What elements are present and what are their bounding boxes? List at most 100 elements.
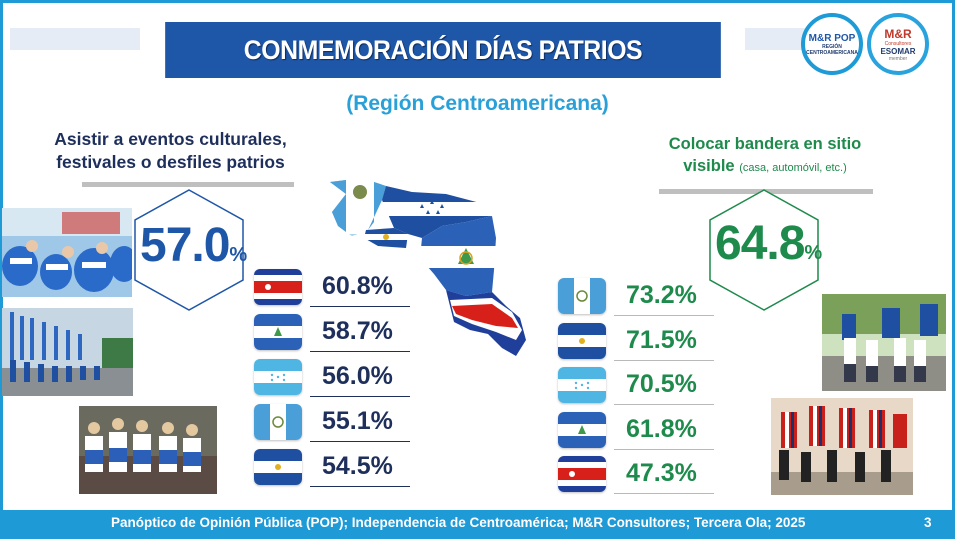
left-total-number: 57.0 — [140, 219, 230, 272]
row-underline — [614, 315, 714, 316]
central-america-flags-map — [330, 144, 526, 356]
parade-photo-1-image — [2, 208, 132, 297]
guatemala-flag-icon — [254, 404, 302, 440]
guatemala-flag-icon-graphic — [254, 404, 302, 440]
costa-rica-map-region — [446, 290, 526, 356]
parade-photo-3 — [79, 406, 217, 494]
footer-bar: Panóptico de Opinión Pública (POP); Inde… — [3, 510, 952, 536]
right-total-value: 64.8% — [715, 216, 822, 271]
parade-photo-2 — [2, 308, 133, 396]
left-country-value: 58.7% — [322, 317, 393, 345]
flag-march-photo — [822, 294, 946, 391]
guatemala-flag-icon — [558, 278, 606, 314]
costa-rica-parade-photo — [771, 398, 913, 495]
right-country-value: 70.5% — [626, 370, 697, 398]
left-country-row-nicaragua: 58.7% — [254, 311, 424, 353]
guatemala-map-region — [330, 144, 386, 236]
honduras-flag-icon — [558, 367, 606, 403]
right-panel-title: Colocar bandera en sitio visible (casa, … — [655, 133, 875, 179]
row-underline — [614, 404, 714, 405]
row-underline — [310, 306, 410, 307]
right-country-value: 47.3% — [626, 459, 697, 487]
flag-march-photo-image — [822, 294, 946, 391]
left-total-unit: % — [229, 244, 247, 266]
parade-photo-1 — [2, 208, 132, 297]
right-total-number: 64.8 — [715, 217, 805, 270]
page-subtitle: (Región Centroamericana) — [346, 92, 609, 115]
title-accent-left — [10, 28, 140, 50]
el-salvador-flag-icon-graphic — [254, 449, 302, 485]
title-accent-right — [745, 28, 805, 50]
footer-source: Panóptico de Opinión Pública (POP); Inde… — [111, 515, 806, 530]
right-country-row-nicaragua: 61.8% — [558, 409, 728, 451]
mr-consultores-logo: M&R Consultores ESOMAR member — [867, 13, 929, 75]
right-country-row-costa-rica: 47.3% — [558, 453, 728, 495]
left-title-line1: Asistir a eventos culturales, — [54, 129, 287, 149]
member-text: member — [888, 55, 908, 62]
pop-logo-main: M&R POP — [808, 32, 856, 44]
row-underline — [614, 448, 714, 450]
left-country-row-honduras: 56.0% — [254, 356, 424, 398]
hexagon-shape — [134, 189, 244, 311]
parade-photo-2-image — [2, 308, 133, 396]
hexagon-shape — [709, 189, 819, 311]
nicaragua-flag-icon — [558, 411, 606, 448]
pop-logo-sub2: CENTROAMERICANA — [806, 49, 858, 56]
left-country-row-guatemala: 55.1% — [254, 401, 424, 443]
left-country-row-el-salvador: 54.5% — [254, 446, 424, 488]
nicaragua-map-region — [420, 216, 498, 296]
mr-logo-main: M&R — [884, 26, 912, 41]
mr-logo-sub: Consultores — [884, 40, 912, 47]
right-country-row-guatemala: 73.2% — [558, 275, 728, 317]
right-country-row-el-salvador: 71.5% — [558, 320, 728, 362]
honduras-flag-icon — [254, 359, 302, 395]
nicaragua-flag-icon-graphic — [558, 411, 606, 448]
left-total-hexagon: 57.0% — [133, 188, 247, 312]
left-country-value: 60.8% — [322, 272, 393, 300]
left-panel-title: Asistir a eventos culturales, festivales… — [48, 128, 293, 174]
row-underline — [310, 351, 410, 352]
costa-rica-parade-photo-image — [771, 398, 913, 495]
row-underline — [310, 396, 410, 397]
right-country-value: 71.5% — [626, 325, 697, 354]
nicaragua-flag-icon — [254, 314, 302, 350]
right-title-note: (casa, automóvil, etc.) — [739, 162, 847, 174]
right-title-line2: visible — [683, 157, 735, 175]
right-country-value: 73.2% — [626, 281, 697, 309]
row-underline — [310, 486, 410, 487]
left-country-row-costa-rica: 60.8% — [254, 266, 424, 308]
right-country-value: 61.8% — [626, 414, 697, 443]
el-salvador-map-region — [364, 228, 408, 248]
costa-rica-flag-icon-graphic — [558, 456, 606, 492]
right-title-line1: Colocar bandera en sitio — [668, 135, 862, 153]
row-underline — [614, 359, 714, 361]
right-total-hexagon: 64.8% — [708, 188, 822, 312]
page-title-text: CONMEMORACIÓN DÍAS PATRIOS — [243, 34, 643, 65]
honduras-flag-icon-graphic — [558, 367, 606, 403]
el-salvador-flag-icon-graphic — [558, 322, 606, 359]
parade-photo-3-image — [79, 406, 217, 494]
page-number: 3 — [924, 515, 932, 530]
pop-logo: M&R POP REGIÓN CENTROAMERICANA — [801, 13, 863, 75]
right-total-unit: % — [804, 242, 822, 264]
left-country-value: 54.5% — [322, 452, 393, 480]
row-underline — [614, 493, 714, 494]
costa-rica-flag-icon-graphic — [254, 269, 302, 305]
guatemala-flag-icon-graphic — [558, 278, 606, 314]
left-title-divider — [82, 182, 294, 187]
left-country-value: 55.1% — [322, 407, 393, 435]
el-salvador-flag-icon — [558, 322, 606, 359]
row-underline — [310, 441, 410, 442]
costa-rica-flag-icon — [254, 269, 302, 305]
el-salvador-flag-icon — [254, 449, 302, 485]
page-title: CONMEMORACIÓN DÍAS PATRIOS — [165, 22, 721, 78]
nicaragua-flag-icon-graphic — [254, 314, 302, 350]
honduras-flag-icon-graphic — [254, 359, 302, 395]
pop-logo-sub1: REGIÓN — [822, 43, 842, 50]
honduras-map-region — [382, 186, 494, 238]
costa-rica-flag-icon — [558, 456, 606, 492]
left-total-value: 57.0% — [140, 218, 247, 273]
left-title-line2: festivales o desfiles patrios — [56, 152, 285, 172]
esomar-text: ESOMAR — [880, 46, 916, 56]
